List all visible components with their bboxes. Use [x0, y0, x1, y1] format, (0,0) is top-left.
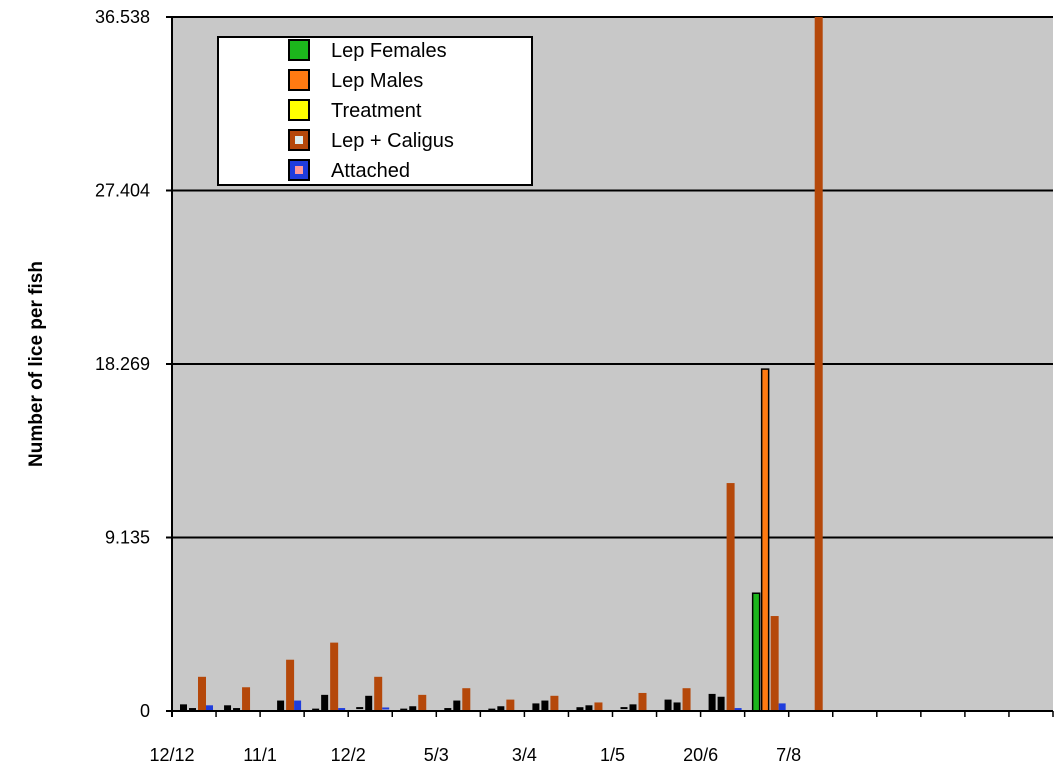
bar-lep-caligus	[374, 676, 383, 711]
x-tick-label: 7/8	[776, 745, 801, 765]
bar-lep-females	[708, 693, 716, 711]
bar-lep-caligus	[286, 659, 295, 711]
x-tick-label: 3/4	[512, 745, 537, 765]
bar-lep-males	[760, 368, 770, 712]
bar-lep-caligus	[770, 616, 779, 711]
x-tick-labels: 12/12 11/1 12/2 5/3 3/4 1/5 20/6 7/8	[149, 745, 801, 765]
y-axis-title: Number of lice per fish	[26, 261, 47, 467]
axes	[166, 16, 1054, 717]
bar-lep-caligus	[726, 483, 735, 711]
bar-lep-females	[180, 704, 187, 711]
bar-lep-males	[321, 694, 329, 711]
x-tick-label: 1/5	[600, 745, 625, 765]
bar-lep-males	[541, 700, 549, 711]
bar-lep-males	[365, 695, 373, 711]
legend-box	[217, 36, 533, 186]
bar-lep-males	[189, 708, 196, 711]
bar-lep-males	[585, 705, 593, 711]
bar-lep-caligus	[418, 694, 427, 711]
legend: Lep Females Lep Males Treatment Lep + Calig…	[217, 36, 533, 186]
legend-label: Treatment	[331, 100, 422, 122]
bar-attached	[294, 700, 302, 711]
legend-marker	[288, 99, 310, 121]
bar-lep-males	[717, 696, 725, 711]
x-tick-label: 12/2	[331, 745, 366, 765]
legend-marker-inner	[295, 136, 303, 144]
bar-lep-caligus	[462, 688, 471, 711]
y-tick-labels: 0 9.135 18.269 27.404 36.538	[95, 7, 150, 721]
y-tick-label: 36.538	[95, 7, 150, 27]
bar-lep-caligus	[550, 695, 559, 711]
x-tick-label: 12/12	[149, 745, 194, 765]
bar-lep-females	[664, 699, 672, 711]
bar-lep-females	[356, 707, 364, 710]
bar-lep-males	[233, 708, 241, 711]
legend-label: Attached	[331, 160, 410, 182]
bar-lep-caligus	[814, 17, 823, 711]
x-tick-label: 5/3	[424, 745, 449, 765]
legend-marker	[288, 39, 310, 61]
bar-lep-caligus	[242, 687, 251, 711]
bar-attached	[338, 708, 346, 711]
bar-lep-females	[576, 707, 584, 711]
bar-lep-males	[629, 704, 637, 711]
bar-lep-caligus	[638, 692, 647, 711]
bar-lep-caligus	[594, 702, 603, 711]
legend-marker	[288, 69, 310, 91]
bar-lep-females	[751, 592, 761, 712]
y-tick-label: 18.269	[95, 354, 150, 374]
bar-lep-males	[277, 700, 285, 711]
bar-attached	[778, 703, 786, 711]
bar-lep-females	[532, 703, 540, 711]
y-tick-label: 9.135	[105, 527, 150, 547]
bar-lep-caligus	[506, 699, 515, 711]
y-tick-label: 27.404	[95, 180, 150, 200]
bar-lep-females	[444, 708, 452, 711]
gridlines	[172, 16, 1053, 539]
y-tick-label: 0	[140, 701, 150, 721]
bar-lep-caligus	[198, 676, 206, 711]
bar-lep-caligus	[682, 688, 691, 711]
bar-lep-males	[673, 702, 681, 711]
bar-lep-males	[409, 706, 417, 711]
bar-lep-females	[400, 708, 408, 711]
legend-label: Lep Males	[331, 70, 423, 92]
bar-lep-caligus	[330, 642, 339, 711]
bar-lep-females	[620, 707, 628, 710]
bar-lep-females	[488, 708, 496, 711]
bar-lep-females	[224, 705, 232, 711]
bar-lep-females	[312, 708, 320, 711]
bar-attached	[734, 708, 742, 711]
bar-lep-males	[497, 706, 505, 711]
legend-label: Lep Females	[331, 40, 447, 62]
bar-attached	[382, 707, 390, 710]
bar-lep-males	[453, 700, 461, 711]
x-tick-label: 11/1	[243, 745, 277, 765]
legend-label: Lep + Caligus	[331, 130, 454, 152]
x-tick-label: 20/6	[683, 745, 718, 765]
bar-attached	[206, 705, 213, 711]
legend-marker-inner	[295, 166, 303, 174]
